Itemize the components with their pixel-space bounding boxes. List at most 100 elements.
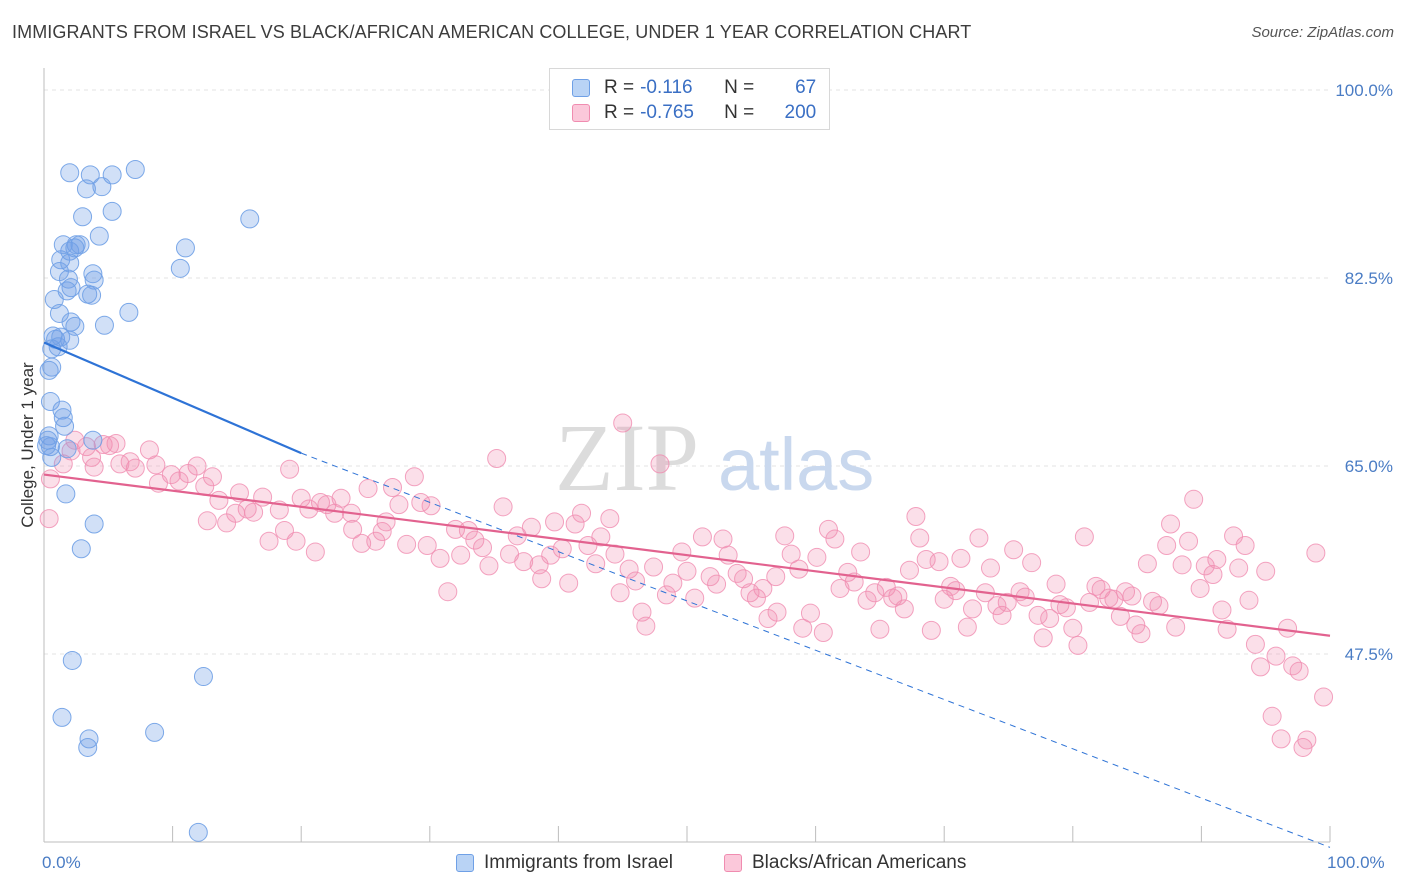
point-black-african-american xyxy=(1086,576,1106,596)
point-black-african-american xyxy=(1172,555,1192,575)
axes xyxy=(43,68,1331,843)
point-black-african-american xyxy=(552,539,572,559)
point-black-african-american xyxy=(619,559,639,579)
point-black-african-american xyxy=(1271,729,1291,749)
point-black-african-american xyxy=(305,542,325,562)
point-black-african-american xyxy=(197,511,217,531)
points-black-african-american xyxy=(39,413,1334,757)
point-black-african-american xyxy=(851,542,871,562)
point-black-african-american xyxy=(707,574,727,594)
watermark-atlas: atlas xyxy=(718,423,874,506)
point-black-african-american xyxy=(39,509,59,529)
point-immigrants-from-israel xyxy=(42,447,62,467)
point-black-african-american xyxy=(430,548,450,568)
point-black-african-american xyxy=(713,529,733,549)
point-black-african-american xyxy=(532,569,552,589)
point-immigrants-from-israel xyxy=(52,707,72,727)
legend-n-value: 67 xyxy=(795,77,817,98)
point-black-african-american xyxy=(1314,687,1334,707)
point-black-african-american xyxy=(1306,543,1326,563)
point-immigrants-from-israel xyxy=(62,650,82,670)
point-immigrants-from-israel xyxy=(53,235,73,255)
point-black-african-american xyxy=(331,488,351,508)
point-black-african-american xyxy=(229,483,249,503)
point-black-african-american xyxy=(1040,609,1060,629)
point-immigrants-from-israel xyxy=(170,258,190,278)
point-black-african-american xyxy=(1184,489,1204,509)
point-black-african-american xyxy=(969,528,989,548)
point-black-african-american xyxy=(692,527,712,547)
point-immigrants-from-israel xyxy=(73,207,93,227)
point-black-african-american xyxy=(1217,619,1237,639)
point-black-african-american xyxy=(545,512,565,532)
point-black-african-american xyxy=(514,552,534,572)
point-black-african-american xyxy=(656,585,676,605)
point-black-african-american xyxy=(962,599,982,619)
point-immigrants-from-israel xyxy=(240,209,260,229)
point-black-african-american xyxy=(366,531,386,551)
point-immigrants-from-israel xyxy=(82,285,102,305)
trend-line-israel-extension xyxy=(301,452,1331,848)
x-tick-min: 0.0% xyxy=(42,853,81,872)
point-black-african-american xyxy=(1110,606,1130,626)
point-black-african-american xyxy=(286,531,306,551)
point-black-african-american xyxy=(438,582,458,602)
point-black-african-american xyxy=(565,514,585,534)
point-immigrants-from-israel xyxy=(60,330,80,350)
point-black-african-american xyxy=(650,454,670,474)
point-black-african-american xyxy=(202,467,222,487)
point-black-african-american xyxy=(610,583,630,603)
point-immigrants-from-israel xyxy=(42,357,62,377)
point-black-african-american xyxy=(1122,586,1142,606)
point-black-african-american xyxy=(818,519,838,539)
point-black-african-american xyxy=(1251,657,1271,677)
point-black-african-american xyxy=(672,542,692,562)
point-immigrants-from-israel xyxy=(76,179,96,199)
point-black-african-american xyxy=(343,519,363,539)
point-black-african-american xyxy=(1004,540,1024,560)
point-black-african-american xyxy=(1033,628,1053,648)
point-black-african-american xyxy=(1297,730,1317,750)
point-black-african-american xyxy=(825,529,845,549)
point-immigrants-from-israel xyxy=(61,278,81,298)
legend-n-label: N = xyxy=(724,77,755,98)
point-immigrants-from-israel xyxy=(84,270,104,290)
legend-n-value: 200 xyxy=(784,102,817,123)
point-black-african-american xyxy=(951,548,971,568)
point-black-african-american xyxy=(1161,514,1181,534)
y-tick-label: 65.0% xyxy=(1345,457,1393,476)
point-black-african-american xyxy=(1278,618,1298,638)
source-label: Source: ZipAtlas.com xyxy=(1251,24,1394,41)
legend-r-label: R = xyxy=(604,102,635,123)
point-black-african-american xyxy=(663,573,683,593)
series-swatch-israel xyxy=(456,854,474,872)
point-black-african-american xyxy=(358,479,378,499)
y-tick-labels: 47.5% 65.0% 82.5% 100.0% xyxy=(1335,81,1393,664)
point-black-african-american xyxy=(259,531,279,551)
point-black-african-american xyxy=(987,596,1007,616)
point-black-african-american xyxy=(417,535,437,555)
point-black-african-american xyxy=(479,556,499,576)
point-black-african-american xyxy=(1137,554,1157,574)
trend-line-israel xyxy=(43,341,302,455)
point-black-african-american xyxy=(465,530,485,550)
series-legend: Immigrants from Israel Blacks/African Am… xyxy=(0,851,1406,877)
point-black-african-american xyxy=(559,573,579,593)
point-black-african-american xyxy=(685,588,705,608)
point-black-african-american xyxy=(1245,634,1265,654)
point-black-african-american xyxy=(521,517,541,537)
point-black-african-american xyxy=(857,590,877,610)
point-black-african-american xyxy=(458,520,478,540)
point-black-african-american xyxy=(280,459,300,479)
point-black-african-american xyxy=(383,477,403,497)
point-immigrants-from-israel xyxy=(119,302,139,322)
point-black-african-american xyxy=(120,452,140,472)
point-immigrants-from-israel xyxy=(84,514,104,534)
point-black-african-american xyxy=(473,538,493,558)
point-black-african-american xyxy=(921,620,941,640)
point-black-african-american xyxy=(1131,624,1151,644)
point-immigrants-from-israel xyxy=(57,439,77,459)
point-immigrants-from-israel xyxy=(193,667,213,687)
point-black-african-american xyxy=(899,560,919,580)
